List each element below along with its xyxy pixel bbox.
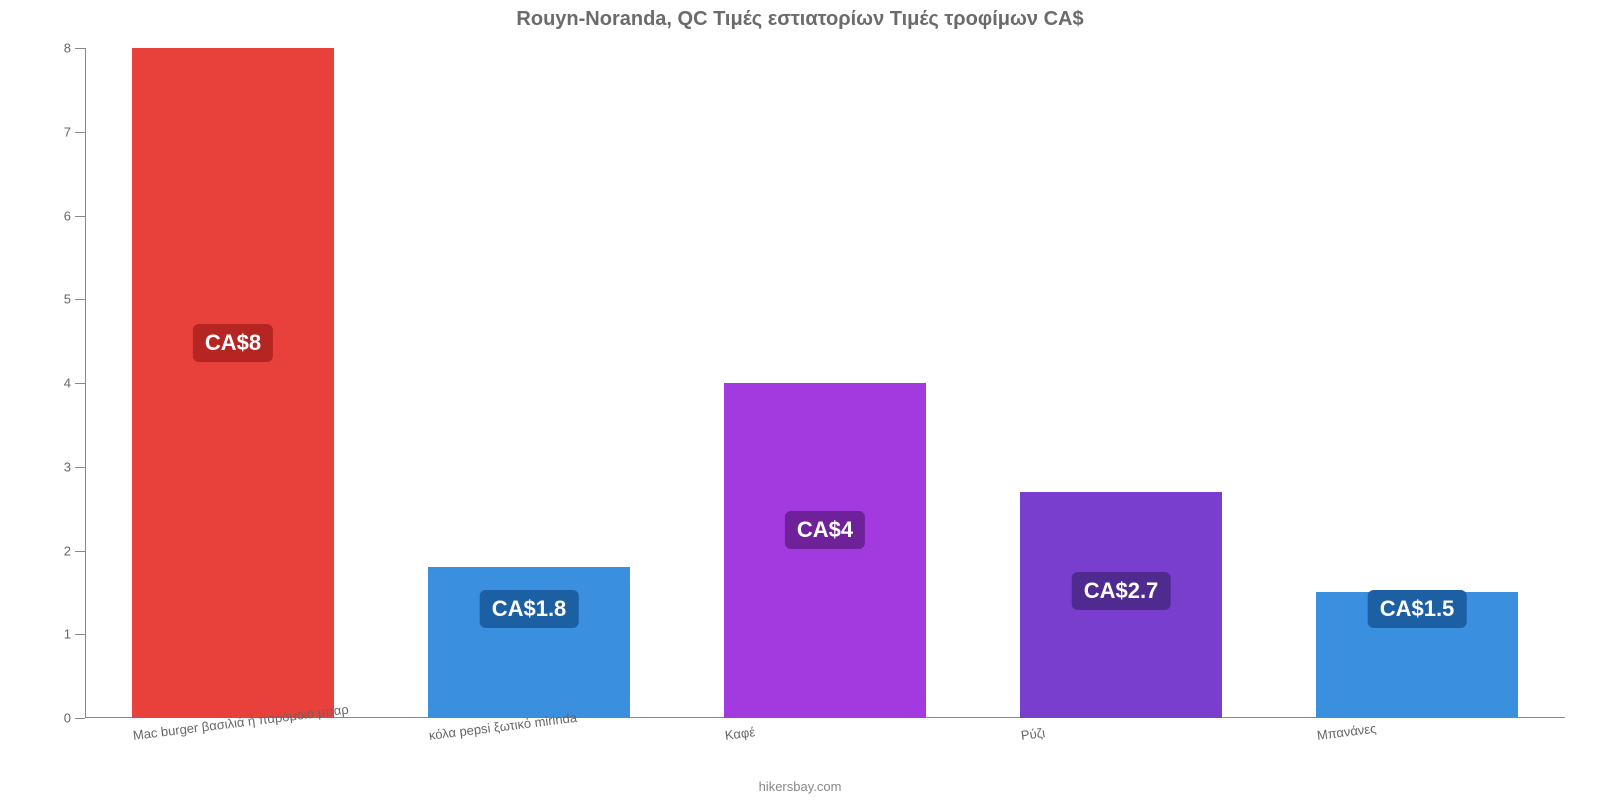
y-tick [75,383,85,384]
bar-value-label: CA$2.7 [1072,572,1171,610]
y-tick-label: 8 [64,41,71,56]
bar [132,48,333,718]
y-tick-label: 1 [64,627,71,642]
y-tick-label: 0 [64,711,71,726]
y-tick [75,48,85,49]
y-tick [75,551,85,552]
bar-value-label: CA$8 [193,324,273,362]
x-tick-label: Ρύζι [1020,725,1046,743]
y-tick-label: 4 [64,376,71,391]
bar-value-label: CA$4 [785,511,865,549]
y-tick [75,718,85,719]
y-tick-label: 6 [64,208,71,223]
chart-title: Rouyn-Noranda, QC Τιμές εστιατορίων Τιμέ… [0,0,1600,31]
chart-plot-area: 012345678CA$8Mac burger βασιλιά ή παρόμο… [85,48,1565,718]
y-tick-label: 7 [64,124,71,139]
y-tick [75,467,85,468]
y-tick [75,299,85,300]
y-tick-label: 3 [64,459,71,474]
y-tick [75,634,85,635]
y-tick [75,216,85,217]
bar-value-label: CA$1.8 [480,590,579,628]
bar [724,383,925,718]
x-tick-label: Μπανάνες [1316,721,1377,743]
attribution-text: hikersbay.com [0,779,1600,794]
y-tick-label: 5 [64,292,71,307]
y-tick [75,132,85,133]
y-tick-label: 2 [64,543,71,558]
y-axis-line [85,48,86,718]
bar-value-label: CA$1.5 [1368,590,1467,628]
plot: 012345678CA$8Mac burger βασιλιά ή παρόμο… [85,48,1565,718]
x-tick-label: Καφέ [724,724,756,743]
